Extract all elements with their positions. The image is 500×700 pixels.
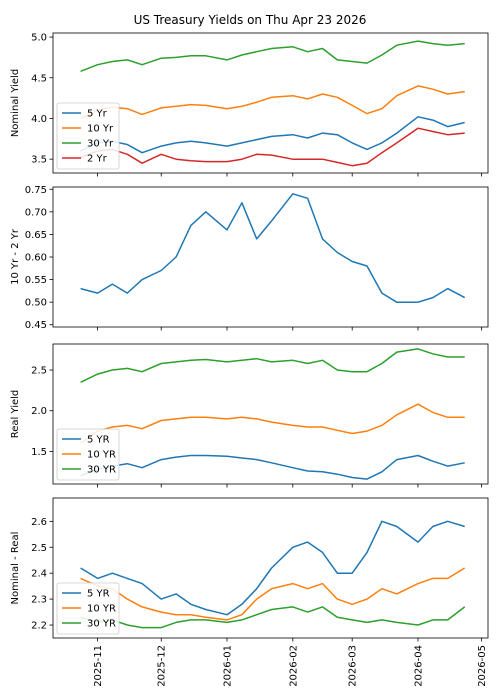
legend-label: 5 Yr (87, 109, 108, 120)
y-axis-label: Real Yield (10, 390, 21, 439)
x-tick-label: 2025-11 (93, 645, 104, 687)
series-line-5-yr (80, 454, 465, 480)
legend-label: 10 YR (87, 450, 116, 461)
series-line-30-yr (80, 348, 465, 383)
y-tick-label: 2.0 (31, 406, 47, 417)
legend-label: 30 YR (87, 465, 116, 476)
chart-panel-1: 3.5 4.0 4.5 5.0 Nominal Yield 5 Yr 10 Yr 30 Yr 2… (10, 32, 489, 177)
legend-box (56, 582, 120, 635)
y-tick-label: 0.45 (25, 320, 47, 331)
y-axis-label: Nominal - Real (10, 532, 21, 605)
chart-panel-3: 1.5 2.0 2.5 Real Yield 5 YR 10 YR 30 YR (10, 343, 489, 488)
legend-label: 2 Yr (87, 154, 108, 165)
legend-label: 5 YR (87, 435, 110, 446)
figure-title: US Treasury Yields on Thu Apr 23 2026 (134, 13, 367, 27)
y-tick-label: 2.6 (31, 517, 47, 528)
y-tick-label: 1.5 (31, 447, 47, 458)
series-line-5-yr (80, 520, 465, 616)
y-tick-label: 4.0 (31, 114, 47, 125)
legend-label: 30 YR (87, 619, 116, 630)
legend: 5 YR 10 YR 30 YR (56, 428, 120, 481)
y-axis-label: 10 Yr - 2 Yr (10, 228, 21, 285)
chart-panel-2: 0.45 0.50 0.55 0.60 0.65 0.70 0.75 10 Yr - 2 Yr (10, 185, 489, 331)
legend: 5 YR 10 YR 30 YR (56, 582, 120, 635)
plot-area (52, 186, 489, 328)
y-tick-label: 2.2 (31, 621, 47, 632)
y-tick-label: 4.5 (31, 73, 47, 84)
x-tick-label: 2026-02 (288, 645, 299, 687)
y-tick-label: 0.60 (25, 253, 47, 264)
y-tick-label: 3.5 (31, 155, 47, 166)
x-tick-label: 2026-04 (413, 645, 424, 687)
x-tick-label: 2025-12 (157, 645, 168, 687)
y-tick-label: 2.4 (31, 569, 47, 580)
x-tick-label: 2026-05 (477, 645, 488, 687)
y-tick-label: 0.75 (25, 185, 47, 196)
legend-label: 30 Yr (87, 139, 114, 150)
series-line-5-yr (80, 116, 465, 154)
plot-area (52, 343, 489, 485)
series-line-10-yr (80, 567, 466, 621)
y-tick-label: 0.70 (25, 207, 47, 218)
y-tick-label: 0.65 (25, 230, 47, 241)
legend-label: 10 Yr (87, 124, 114, 135)
plot-area (52, 497, 489, 639)
chart-panel-4: 2.2 2.3 2.4 2.5 2.6 Nominal - Real 2025-11 2025… (10, 497, 489, 687)
series-line-1 (80, 193, 466, 303)
y-axis-label: Nominal Yield (10, 69, 21, 137)
x-tick-label: 2026-03 (348, 645, 359, 687)
y-tick-label: 0.50 (25, 298, 47, 309)
legend: 5 Yr 10 Yr 30 Yr 2 Yr (56, 102, 120, 170)
legend-box (56, 102, 120, 170)
series-line-2-yr (80, 127, 465, 167)
y-tick-label: 2.3 (31, 595, 47, 606)
legend-label: 10 YR (87, 604, 116, 615)
series-line-30-yr (80, 40, 465, 72)
legend-box (56, 428, 120, 481)
series-line-10-yr (80, 403, 465, 444)
y-tick-label: 2.5 (31, 366, 47, 377)
y-tick-label: 0.55 (25, 275, 47, 286)
y-tick-label: 5.0 (31, 33, 47, 44)
y-tick-label: 2.5 (31, 543, 47, 554)
x-tick-label: 2026-01 (223, 645, 234, 687)
plot-area (52, 32, 489, 174)
legend-label: 5 YR (87, 589, 110, 600)
series-line-30-yr (80, 606, 466, 629)
series-line-10-yr (80, 85, 465, 120)
